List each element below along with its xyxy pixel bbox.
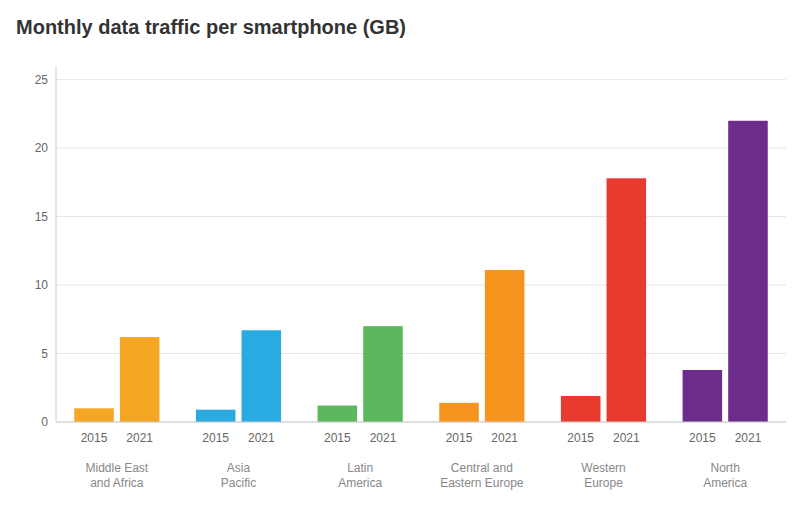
x-tick-label: 2021	[735, 431, 762, 445]
x-tick-label: 2021	[248, 431, 275, 445]
bar	[485, 270, 525, 422]
category-label: NorthAmerica	[703, 461, 747, 490]
x-tick-label: 2015	[81, 431, 108, 445]
y-tick-label: 20	[35, 141, 49, 155]
grid-line	[56, 422, 786, 423]
category-label: WesternEurope	[581, 461, 625, 490]
category-label: AsiaPacific	[221, 461, 256, 490]
bar	[728, 121, 768, 422]
bar	[318, 406, 358, 422]
bar	[561, 396, 601, 422]
grid-line	[56, 353, 786, 354]
bars	[74, 121, 768, 422]
x-axis-line	[56, 422, 786, 423]
grid-line	[56, 79, 786, 80]
grid-line	[56, 285, 786, 286]
category-label: LatinAmerica	[338, 461, 382, 490]
x-tick-label: 2015	[446, 431, 473, 445]
bar	[607, 178, 647, 422]
bar	[120, 337, 160, 422]
bar	[242, 330, 282, 422]
x-tick-label: 2021	[126, 431, 153, 445]
y-axis-line	[56, 66, 57, 422]
bar	[439, 403, 479, 422]
x-tick-label: 2015	[202, 431, 229, 445]
y-tick-label: 15	[35, 210, 49, 224]
bar	[363, 326, 403, 422]
grid-line	[56, 148, 786, 149]
grid	[56, 80, 786, 422]
x-tick-label: 2015	[567, 431, 594, 445]
grid-line	[56, 216, 786, 217]
y-tick-label: 5	[41, 347, 48, 361]
bar	[683, 370, 723, 422]
chart-container: Monthly data traffic per smartphone (GB)…	[0, 0, 808, 532]
x-tick-label: 2021	[613, 431, 640, 445]
title: Monthly data traffic per smartphone (GB)	[16, 16, 406, 38]
x-tick-label: 2021	[491, 431, 518, 445]
x-tick-label: 2015	[689, 431, 716, 445]
bar	[196, 410, 236, 422]
chart: Monthly data traffic per smartphone (GB)…	[0, 0, 808, 532]
bar	[74, 408, 114, 422]
category-label: Central andEastern Europe	[440, 461, 524, 490]
y-tick-label: 25	[35, 73, 49, 87]
y-tick-label: 10	[35, 278, 49, 292]
x-tick-label: 2021	[370, 431, 397, 445]
category-label: Middle Eastand Africa	[85, 461, 148, 490]
x-tick-label: 2015	[324, 431, 351, 445]
y-tick-label: 0	[41, 415, 48, 429]
